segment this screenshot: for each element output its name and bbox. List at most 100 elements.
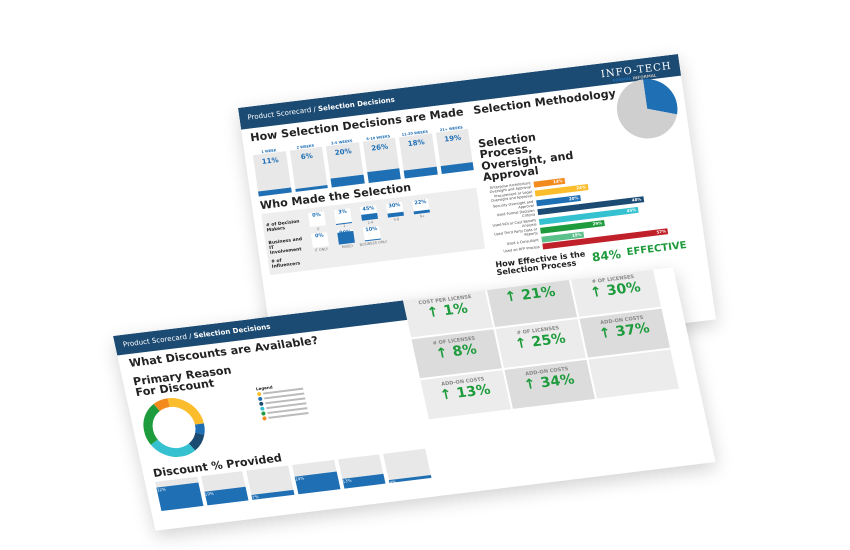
grid-cell-group: 3% 1 [331, 208, 356, 229]
formal-pie-chart [616, 79, 678, 139]
grid-cell: 22% [412, 198, 431, 215]
bar-box: 6% [289, 146, 328, 192]
legend-swatch [259, 406, 265, 411]
grid-cell: 30% [386, 201, 405, 218]
tile-value: 8% [451, 341, 479, 361]
cell-fill [337, 230, 355, 245]
grid-cell: 90% [336, 228, 355, 245]
cell-value: 0% [314, 232, 325, 240]
bar-value: 19% [443, 133, 462, 144]
bar-fill: 32% [156, 482, 204, 512]
grid-cell-group: 90%MIXED [334, 228, 359, 250]
discount-bar: 32% [155, 476, 204, 512]
breadcrumb-current: Selection Decisions [317, 95, 396, 114]
bar-fill: 24% [294, 471, 341, 495]
bar-fill: 13% [342, 474, 386, 489]
pie-slice [616, 79, 678, 139]
cell-value: 0% [311, 211, 322, 219]
breadcrumb: Product Scorecard / [246, 105, 319, 122]
bar-fill [366, 167, 401, 183]
bar-box: 11% [252, 150, 292, 197]
discount-tile: ADD-ON COSTS ↑ 34% [504, 359, 595, 409]
timeline-bar: 6-10 WEEKS 26% [362, 133, 401, 183]
cell-fill [361, 212, 379, 221]
bar-box: 26% [362, 137, 401, 183]
effective-title: How Effective is the Selection Process [494, 249, 586, 278]
cell-value: 30% [388, 202, 401, 210]
discount-tile [588, 349, 679, 399]
bar-value: 26% [370, 142, 389, 153]
grid-cell-group: 45% 2-4 [357, 205, 382, 226]
legend-swatch [260, 410, 266, 416]
pie-slice [642, 79, 678, 115]
bar-box: 7% [246, 465, 295, 501]
reason-donut-chart [143, 397, 205, 457]
timeline-bar: 2-5 WEEKS 20% [325, 138, 365, 188]
bar-fill [258, 187, 292, 197]
bar-box: 20% [325, 141, 365, 188]
tile-value: 21% [519, 283, 557, 304]
selection-decisions-page: Product Scorecard / Selection Decisions … [238, 53, 716, 374]
bar-box: 24% [292, 460, 341, 495]
cell-category-label: 2-4 [367, 220, 374, 226]
discount-bar: 13% [337, 454, 386, 489]
discount-tile: ADD-ON COSTS ↑ 13% [420, 370, 511, 420]
discount-bar: 7% [246, 465, 295, 501]
grid-cell-group: 0% 0 [305, 211, 330, 232]
bar-box: 19% [200, 471, 249, 506]
legend-swatch [261, 415, 267, 421]
cell-category-label: MIXED [341, 244, 354, 250]
cell-category-label: 1 [343, 223, 346, 229]
discounts-page: Product Scorecard / Selection Decisions … [113, 267, 716, 531]
cell-category-label: 9+ [419, 214, 426, 219]
cell-value: 10% [365, 226, 378, 234]
bar-fill: 19% [204, 486, 249, 506]
grid-cell-group: 30% 5-8 [383, 201, 408, 223]
legend-swatch [256, 391, 262, 396]
timeline-bar: 2 WEEKS 6% [289, 142, 328, 192]
bar-fill [403, 166, 438, 179]
discount-bar: 19% [200, 471, 249, 506]
cell-value: 22% [414, 199, 427, 207]
bar-box: 32% [155, 476, 204, 512]
timeline-bar: 21+ WEEKS 19% [435, 124, 474, 174]
tile-value: 25% [530, 330, 568, 351]
legend-swatch [257, 396, 263, 401]
bar-fill [330, 174, 365, 188]
grid-cell: 0% [308, 211, 327, 228]
bar-fill: 4% [389, 475, 432, 485]
tile-value: 30% [605, 279, 643, 300]
left-column: How Selection Decisions are Made 1 WEEK 1… [249, 102, 490, 308]
bar-value: 18% [407, 137, 426, 148]
timeline-bar: 11-20 WEEKS 18% [398, 129, 438, 179]
bar-box: 18% [398, 132, 438, 179]
grid-cell-group: 0% IT ONLY [308, 232, 333, 253]
grid-cell-group: 22% 9+ [409, 198, 434, 219]
cell-value: 3% [337, 208, 348, 216]
bar-box: 4% [383, 448, 432, 485]
bar-value: 20% [334, 146, 353, 157]
reason-title: Primary Reason For Discount [131, 363, 233, 400]
right-column: Selection Methodology FORMAL INFORMAL Se… [472, 73, 699, 281]
bar-fill: 7% [251, 489, 295, 501]
bar-box: 13% [337, 454, 386, 489]
discount-bar: 24% [292, 460, 341, 495]
legend-swatch [258, 401, 264, 406]
bar-value: 6% [300, 151, 314, 161]
cell-category-label: 0 [317, 227, 320, 232]
grid-cell: 0% [310, 232, 329, 248]
grid-cell: 10% [362, 225, 381, 242]
tile-value: 34% [539, 371, 577, 392]
legend: Legend [255, 380, 309, 421]
tile-value: 1% [442, 300, 470, 320]
cell-category-label: 5-8 [393, 217, 400, 222]
bar-fill [440, 161, 474, 174]
discount-bar: 4% [383, 448, 432, 485]
donut-hole [152, 406, 196, 448]
grid-cell-group: 10% BUSINESS ONLY [359, 225, 387, 247]
bar-box: 19% [435, 128, 474, 174]
cell-value: 45% [362, 205, 375, 213]
tile-value: 37% [614, 320, 652, 341]
timeline-bar: 1 WEEK 11% [252, 147, 292, 197]
cell-category-label: IT ONLY [314, 247, 329, 253]
